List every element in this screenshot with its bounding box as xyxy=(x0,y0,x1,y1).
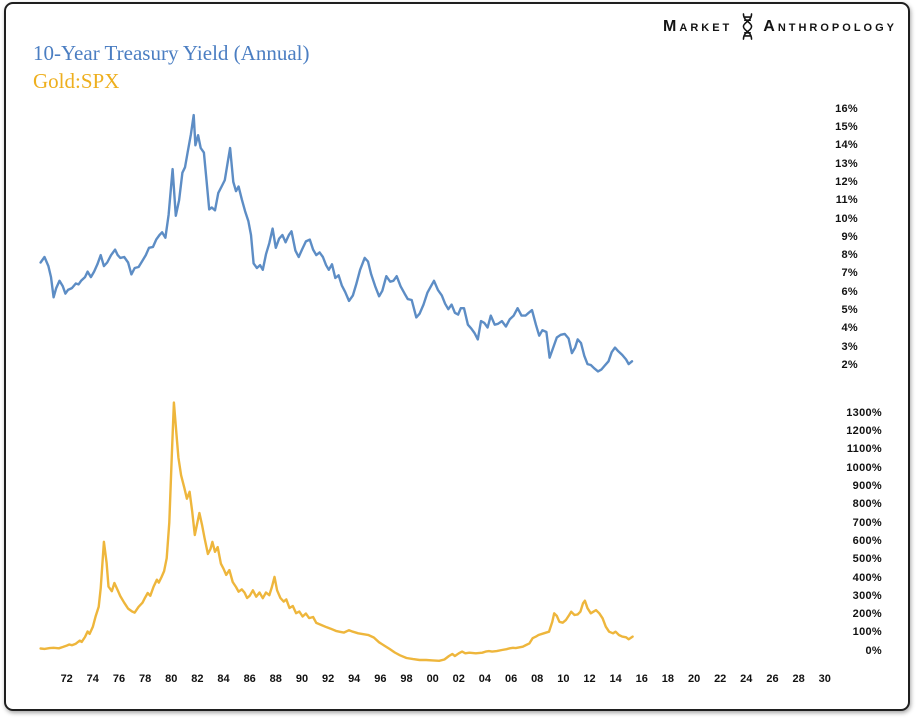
y-tick-label: 10% xyxy=(835,212,858,225)
x-tick-label: 98 xyxy=(400,673,413,685)
y-tick-label: 4% xyxy=(841,322,858,335)
y-tick-label: 1000% xyxy=(846,461,882,474)
x-tick-label: 92 xyxy=(321,673,335,685)
x-tick-label: 82 xyxy=(191,673,204,685)
x-tick-label: 86 xyxy=(243,673,256,685)
x-tick-label: 30 xyxy=(818,673,831,685)
x-tick-label: 10 xyxy=(557,673,570,685)
x-tick-label: 00 xyxy=(426,673,439,685)
x-tick-label: 80 xyxy=(165,673,178,685)
dna-helix-icon xyxy=(742,13,753,40)
y-tick-label: 9% xyxy=(841,230,858,243)
y-tick-label: 100% xyxy=(852,626,882,639)
brand-wordmark: Market Anthropology xyxy=(663,13,897,40)
x-tick-label: 26 xyxy=(766,673,779,685)
x-tick-label: 24 xyxy=(740,673,753,685)
y-tick-label: 1200% xyxy=(846,425,882,437)
y-tick-label: 6% xyxy=(841,285,858,298)
x-tick-label: 96 xyxy=(374,673,387,685)
x-tick-label: 84 xyxy=(217,673,230,685)
x-tick-label: 08 xyxy=(531,673,544,685)
y-tick-label: 13% xyxy=(835,157,858,170)
y-tick-label: 11% xyxy=(835,194,858,207)
y-tick-label: 1300% xyxy=(846,406,882,419)
y-tick-label: 300% xyxy=(852,589,882,602)
y-tick-label: 600% xyxy=(852,534,882,547)
x-tick-label: 06 xyxy=(504,673,518,685)
x-tick-label: 12 xyxy=(583,673,596,685)
x-tick-label: 02 xyxy=(452,673,465,685)
x-tick-label: 88 xyxy=(269,673,282,685)
x-tick-label: 20 xyxy=(687,673,701,685)
x-tick-label: 94 xyxy=(348,673,361,685)
y-tick-label: 5% xyxy=(841,304,858,317)
x-tick-label: 22 xyxy=(714,673,727,685)
y-tick-label: 200% xyxy=(852,608,882,621)
brand-word-anthropology: Anthropology xyxy=(763,17,897,35)
y-tick-label: 3% xyxy=(841,340,858,353)
x-tick-label: 18 xyxy=(661,673,675,685)
y-tick-label: 900% xyxy=(852,479,882,492)
y-tick-label: 400% xyxy=(852,571,882,584)
gold-spx-chart-title: Gold:SPX xyxy=(33,69,120,93)
x-tick-label: 78 xyxy=(138,673,152,685)
y-tick-label: 14% xyxy=(835,139,858,152)
gold-y-axis-labels: 1300% 1200% 1100% 1000% 900% 800% 700% 600% 500%… xyxy=(818,0,882,722)
y-tick-label: 15% xyxy=(835,121,858,133)
y-tick-label: 2% xyxy=(841,359,858,371)
x-tick-label: 14 xyxy=(609,673,622,685)
x-tick-label: 04 xyxy=(478,673,492,685)
y-tick-label: 1100% xyxy=(846,443,882,456)
x-tick-label: 16 xyxy=(635,673,648,685)
y-tick-label: 700% xyxy=(852,516,882,529)
y-tick-label: 0% xyxy=(865,644,882,657)
x-tick-label: 90 xyxy=(295,673,309,685)
y-tick-label: 7% xyxy=(841,267,858,280)
x-tick-label: 28 xyxy=(792,673,805,685)
brand-word-market: Market xyxy=(663,17,733,35)
year-x-axis-labels: 72 74 76 78 80 82 84 86 88 90 92 94 96 98 00 02 04 06 08 10… xyxy=(0,672,916,688)
gold-spx-line xyxy=(39,401,634,662)
y-tick-label: 500% xyxy=(852,553,882,566)
y-tick-label: 8% xyxy=(841,249,858,262)
y-tick-label: 800% xyxy=(852,498,882,511)
x-tick-label: 74 xyxy=(86,673,99,685)
treasury-chart-title: 10-Year Treasury Yield (Annual) xyxy=(33,41,310,65)
treasury-yield-line xyxy=(39,113,634,373)
treasury-y-axis-labels: 16% 15% 14% 13% 12% 11% 10% 9% 8% 7% 6% 5% 4% 3% 2% xyxy=(818,0,858,722)
y-tick-label: 12% xyxy=(835,175,858,188)
y-tick-label: 16% xyxy=(835,102,858,115)
x-tick-label: 72 xyxy=(60,673,73,685)
x-tick-label: 76 xyxy=(112,673,126,685)
